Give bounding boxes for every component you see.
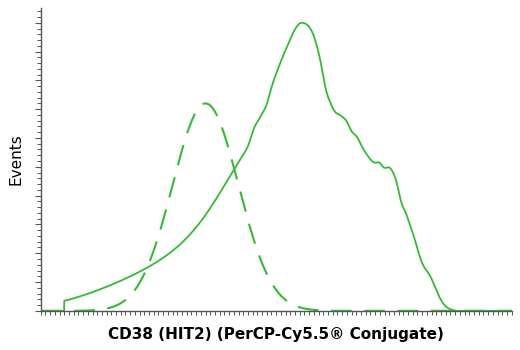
X-axis label: CD38 (HIT2) (PerCP-Cy5.5® Conjugate): CD38 (HIT2) (PerCP-Cy5.5® Conjugate) — [108, 327, 444, 342]
Y-axis label: Events: Events — [8, 134, 23, 186]
